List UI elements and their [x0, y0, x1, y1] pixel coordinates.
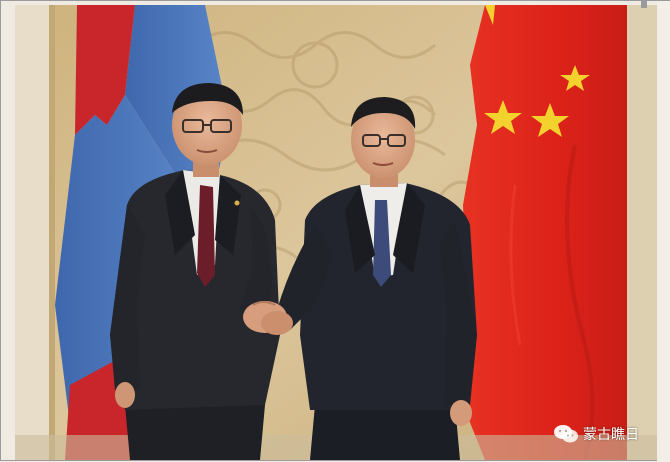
wechat-icon [554, 425, 578, 443]
right-person [277, 97, 477, 460]
flag-star [484, 100, 522, 134]
handshake [243, 301, 293, 335]
flag-star [531, 103, 569, 137]
left-person [110, 83, 280, 460]
handshake-photo: 蒙古瞧日 [15, 5, 657, 460]
right-pillar [627, 5, 657, 460]
watermark-text: 蒙古瞧日 [583, 427, 639, 443]
watermark: 蒙古瞧日 [553, 424, 639, 444]
left-pillar [15, 5, 49, 460]
china-flag [455, 5, 627, 460]
corner-marker [641, 1, 647, 8]
right-margin [641, 1, 670, 462]
flag-star [560, 65, 590, 91]
